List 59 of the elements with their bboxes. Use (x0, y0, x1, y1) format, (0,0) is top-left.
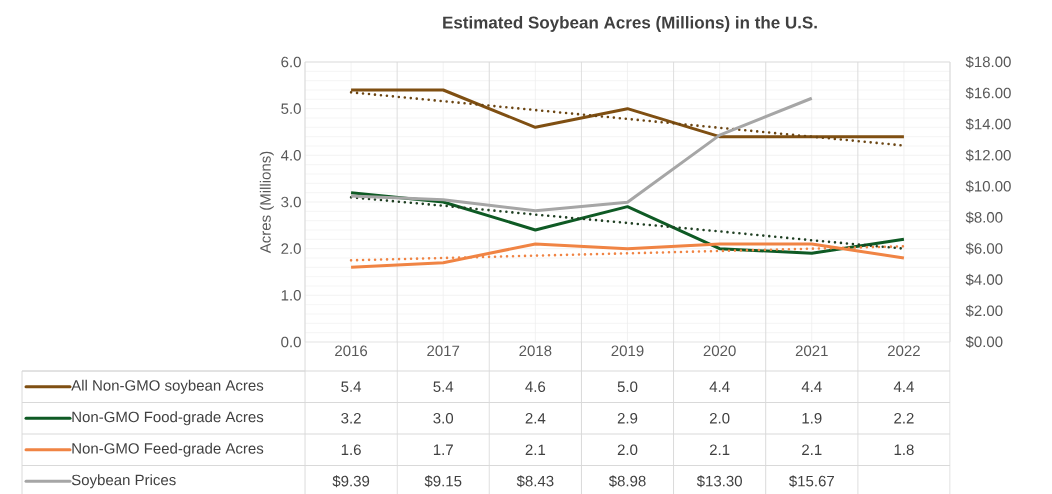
data-label: 1.8 (894, 444, 914, 456)
y-tick-label: 5.0 (281, 103, 301, 114)
legend-label: All Non-GMO soybean Acres (71, 379, 264, 394)
data-label: 5.4 (341, 381, 362, 392)
chart-title: Estimated Soybean Acres (Millions) in the U.S. (443, 16, 817, 32)
y-tick-label: 3.0 (281, 196, 301, 208)
legend-label: Non-GMO Food-grade Acres (72, 411, 264, 426)
data-label: 5.0 (617, 381, 638, 393)
y2-tick-label: $6.00 (965, 242, 1003, 255)
data-label: 4.4 (801, 381, 822, 392)
data-label: 5.4 (433, 381, 454, 392)
data-label: 2.0 (709, 412, 730, 424)
y2-tick-label: $4.00 (965, 273, 1003, 286)
data-label: 4.4 (709, 381, 730, 392)
x-tick-label: 2022 (887, 345, 920, 357)
y2-tick-label: $16.00 (965, 87, 1011, 100)
data-label: 2.1 (802, 444, 822, 455)
data-label: 1.6 (341, 444, 361, 456)
y2-tick-label: $10.00 (965, 180, 1011, 193)
data-label: $9.39 (332, 475, 370, 488)
data-label: 2.2 (894, 413, 914, 424)
data-label: $15.67 (789, 475, 834, 488)
data-label: $13.30 (696, 475, 742, 488)
y-axis-title: Acres (Millions) (259, 151, 274, 254)
data-label: 3.0 (433, 412, 454, 424)
data-label: 3.2 (341, 412, 361, 424)
y-tick-label: 0.0 (281, 336, 301, 348)
data-label: 1.7 (433, 444, 453, 455)
x-tick-label: 2017 (427, 345, 460, 357)
data-label: $8.43 (516, 475, 554, 488)
x-tick-label: 2016 (335, 345, 368, 357)
data-label: $8.98 (608, 475, 646, 488)
y-tick-label: 2.0 (281, 243, 301, 254)
data-label: 2.4 (525, 413, 546, 424)
y2-tick-label: $8.00 (965, 211, 1003, 224)
y-tick-label: 6.0 (281, 56, 301, 68)
data-label: 2.1 (525, 444, 546, 455)
y2-tick-label: $2.00 (965, 304, 1003, 317)
x-tick-label: 2018 (519, 345, 552, 357)
x-tick-label: 2021 (795, 345, 828, 357)
y-tick-label: 1.0 (281, 290, 301, 301)
data-label: 4.4 (893, 381, 914, 392)
x-tick-label: 2020 (703, 345, 736, 357)
legend-label: Soybean Prices (71, 474, 176, 489)
data-label: 2.1 (709, 444, 730, 455)
x-tick-label: 2019 (611, 345, 644, 357)
y2-tick-label: $18.00 (965, 55, 1011, 69)
y2-tick-label: $0.00 (965, 335, 1003, 349)
y-tick-label: 4.0 (280, 150, 301, 161)
data-label: 2.9 (617, 412, 638, 424)
data-label: $9.15 (424, 475, 462, 488)
line-series (349, 242, 906, 269)
y2-tick-label: $14.00 (965, 118, 1011, 131)
data-label: 2.0 (617, 444, 638, 456)
y2-tick-label: $12.00 (965, 149, 1011, 162)
data-label: 4.6 (525, 381, 546, 393)
data-label: 1.9 (802, 412, 822, 424)
legend-label: Non-GMO Feed-grade Acres (72, 442, 264, 457)
line-series (349, 96, 814, 213)
